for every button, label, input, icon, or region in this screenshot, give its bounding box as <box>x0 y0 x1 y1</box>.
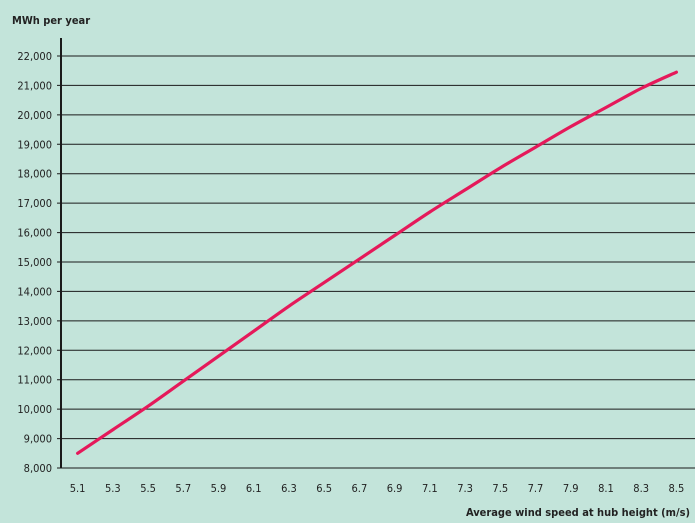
x-tick-label: 5.3 <box>105 482 121 495</box>
x-tick-label: 8.3 <box>633 482 649 495</box>
x-tick-label: 7.5 <box>492 482 508 495</box>
x-tick-label: 6.1 <box>246 482 262 495</box>
series-group <box>76 70 678 455</box>
y-tick-label: 20,000 <box>17 109 52 122</box>
x-tick-label: 8.5 <box>669 482 685 495</box>
y-tick-labels: 8,000 9,000 10,000 11,000 12,000 13,000 14,000… <box>17 50 52 475</box>
y-axis-title: MWh per year <box>12 14 90 27</box>
x-tick-label: 5.9 <box>211 482 227 495</box>
y-tick-label: 21,000 <box>17 79 52 92</box>
x-tick-label: 7.9 <box>563 482 579 495</box>
x-tick-labels: 5.1 5.3 5.5 5.7 5.9 6.1 6.3 6.5 6.7 6.9 7.1 7.3 7.5 7… <box>70 482 685 495</box>
y-tick-label: 12,000 <box>17 344 52 357</box>
y-tick-label: 15,000 <box>17 256 52 269</box>
x-tick-label: 8.1 <box>598 482 614 495</box>
x-tick-label: 7.1 <box>422 482 438 495</box>
y-tick-label: 11,000 <box>17 374 52 387</box>
x-tick-label: 6.7 <box>352 482 368 495</box>
y-tick-label: 13,000 <box>17 315 52 328</box>
x-tick-label: 5.5 <box>140 482 156 495</box>
x-tick-label: 6.9 <box>387 482 403 495</box>
x-tick-label: 7.3 <box>457 482 473 495</box>
gridlines <box>57 55 695 469</box>
y-tick-label: 8,000 <box>24 462 52 475</box>
x-tick-label: 5.1 <box>70 482 86 495</box>
y-tick-label: 19,000 <box>17 138 52 151</box>
y-tick-label: 22,000 <box>17 50 52 63</box>
y-tick-label: 14,000 <box>17 285 52 298</box>
y-tick-label: 18,000 <box>17 168 52 181</box>
y-tick-label: 9,000 <box>24 433 52 446</box>
x-tick-label: 7.7 <box>528 482 544 495</box>
x-axis-title: Average wind speed at hub height (m/s) <box>466 506 690 519</box>
y-tick-label: 10,000 <box>17 403 52 416</box>
x-tick-label: 6.3 <box>281 482 297 495</box>
x-tick-label: 5.7 <box>175 482 191 495</box>
y-tick-label: 17,000 <box>17 197 52 210</box>
y-tick-label: 16,000 <box>17 227 52 240</box>
x-tick-label: 6.5 <box>316 482 332 495</box>
series-line <box>76 70 678 455</box>
